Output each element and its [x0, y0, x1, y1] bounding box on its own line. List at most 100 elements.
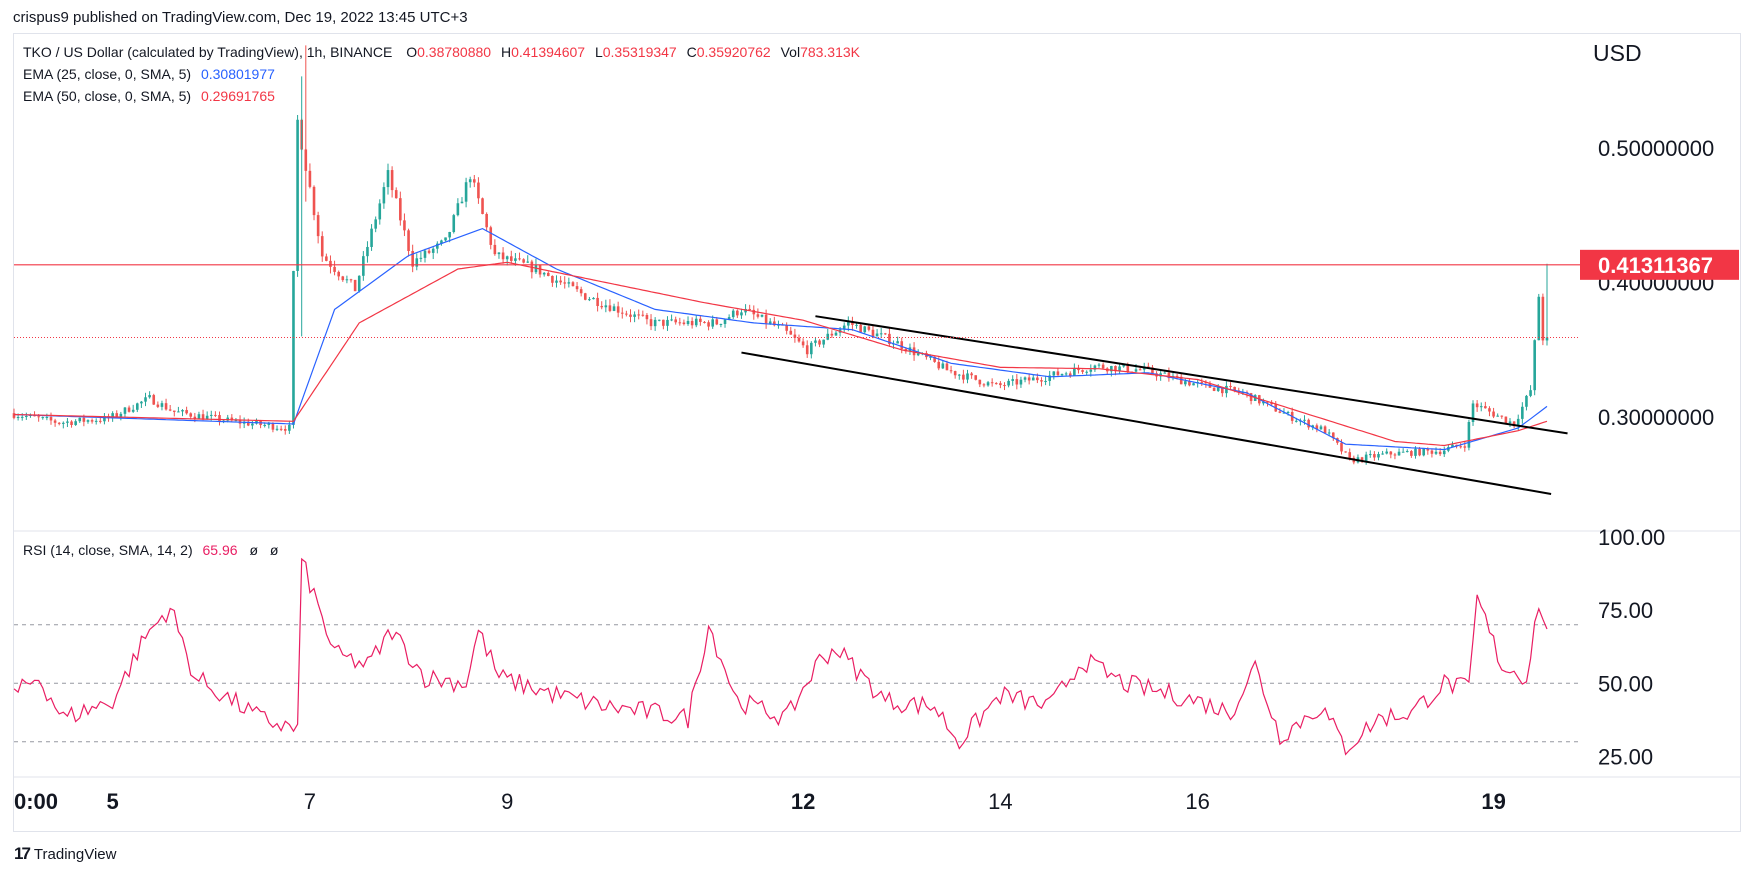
- candle-body: [522, 259, 525, 263]
- ohlc-legend: TKO / US Dollar (calculated by TradingVi…: [23, 44, 860, 60]
- candle-body: [1475, 403, 1479, 408]
- candle-body: [316, 215, 320, 237]
- candle-body: [440, 240, 443, 244]
- candle-body: [135, 403, 139, 410]
- candle-body: [949, 370, 953, 372]
- ema50-legend[interactable]: EMA (50, close, 0, SMA, 5) 0.29691765: [23, 88, 275, 104]
- candle-body: [583, 293, 587, 300]
- candle-body: [1459, 446, 1462, 448]
- candle-body: [994, 383, 998, 385]
- candle-body: [1122, 364, 1125, 367]
- candle-body: [452, 215, 456, 232]
- candle-body: [382, 187, 386, 204]
- candle-body: [279, 428, 283, 430]
- candle-body: [633, 314, 636, 317]
- candle-body: [896, 341, 899, 344]
- candle-body: [386, 170, 390, 188]
- candle-body: [399, 198, 402, 221]
- candle-body: [45, 416, 49, 418]
- candle-body: [1393, 454, 1397, 456]
- candle-body: [37, 416, 40, 418]
- candle-body: [1073, 367, 1076, 376]
- low-value: 0.35319347: [602, 44, 677, 60]
- candle-body: [1533, 340, 1536, 391]
- candle-body: [978, 379, 982, 385]
- candle-body: [320, 236, 324, 257]
- candle-body: [1027, 377, 1031, 381]
- time-tick-label: 12: [791, 789, 815, 814]
- candle-body: [559, 280, 562, 283]
- candle-body: [518, 258, 521, 260]
- candle-body: [1422, 448, 1426, 456]
- candle-body: [378, 203, 382, 220]
- candle-body: [1286, 411, 1290, 413]
- candle-body: [53, 420, 57, 423]
- candle-body: [1377, 454, 1380, 458]
- candle-body: [666, 319, 669, 326]
- candle-body: [649, 319, 653, 327]
- candle-body: [246, 421, 250, 426]
- candle-body: [1011, 379, 1015, 381]
- candle-body: [366, 246, 369, 257]
- candle-body: [444, 237, 447, 241]
- candle-body: [448, 231, 451, 238]
- candle-body: [1508, 421, 1512, 424]
- candle-body: [464, 182, 468, 202]
- candle-body: [230, 417, 234, 421]
- candle-body: [205, 415, 209, 420]
- candle-body: [740, 312, 743, 316]
- candle-body: [1307, 419, 1310, 428]
- candle-body: [90, 420, 94, 422]
- candle-body: [468, 179, 472, 183]
- candle-body: [1175, 375, 1179, 377]
- candle-body: [337, 271, 340, 277]
- candle-body: [600, 306, 604, 308]
- candle-body: [57, 422, 61, 424]
- candle-body: [859, 324, 862, 333]
- candle-body: [555, 280, 558, 283]
- candle-body: [641, 314, 645, 316]
- candle-body: [263, 424, 267, 426]
- candle-body: [1488, 408, 1491, 412]
- candle-body: [1381, 453, 1384, 455]
- price-tick-label: 0.30000000: [1598, 405, 1714, 430]
- candle-body: [218, 415, 221, 422]
- rsi-legend[interactable]: RSI (14, close, SMA, 14, 2) 65.96 ø ø: [23, 542, 278, 558]
- channel-upper-line: [815, 315, 1568, 435]
- candle-body: [1167, 372, 1171, 379]
- candle-body: [875, 333, 879, 337]
- candle-body: [867, 326, 871, 330]
- candle-body: [1089, 369, 1093, 372]
- candle-body: [834, 332, 838, 336]
- candle-body: [1467, 421, 1471, 448]
- candle-body: [49, 416, 53, 421]
- candle-body: [1525, 395, 1528, 407]
- candle-body: [1537, 296, 1541, 341]
- candle-body: [185, 410, 188, 414]
- candle-body: [1216, 387, 1220, 391]
- candle-body: [736, 310, 739, 316]
- candle-body: [140, 401, 143, 404]
- candle-body: [571, 282, 575, 287]
- candle-body: [1364, 454, 1368, 462]
- candle-body: [341, 276, 345, 281]
- candle-body: [283, 429, 287, 431]
- candle-body: [349, 279, 353, 281]
- candle-body: [1147, 366, 1150, 368]
- candle-body: [686, 320, 690, 325]
- candle-body: [267, 423, 271, 425]
- candle-body: [620, 312, 624, 314]
- candle-body: [292, 270, 295, 425]
- candle-body: [275, 428, 279, 430]
- candle-body: [707, 322, 710, 327]
- tradingview-footer[interactable]: 17 TradingView: [14, 844, 116, 864]
- candle-body: [1451, 444, 1454, 448]
- ema25-legend[interactable]: EMA (25, close, 0, SMA, 5) 0.30801977: [23, 66, 275, 82]
- candle-body: [1225, 385, 1228, 394]
- rsi-value: 65.96: [202, 542, 238, 558]
- candle-body: [333, 266, 336, 272]
- candle-body: [1056, 371, 1060, 376]
- candle-body: [505, 256, 509, 260]
- candle-body: [325, 256, 328, 261]
